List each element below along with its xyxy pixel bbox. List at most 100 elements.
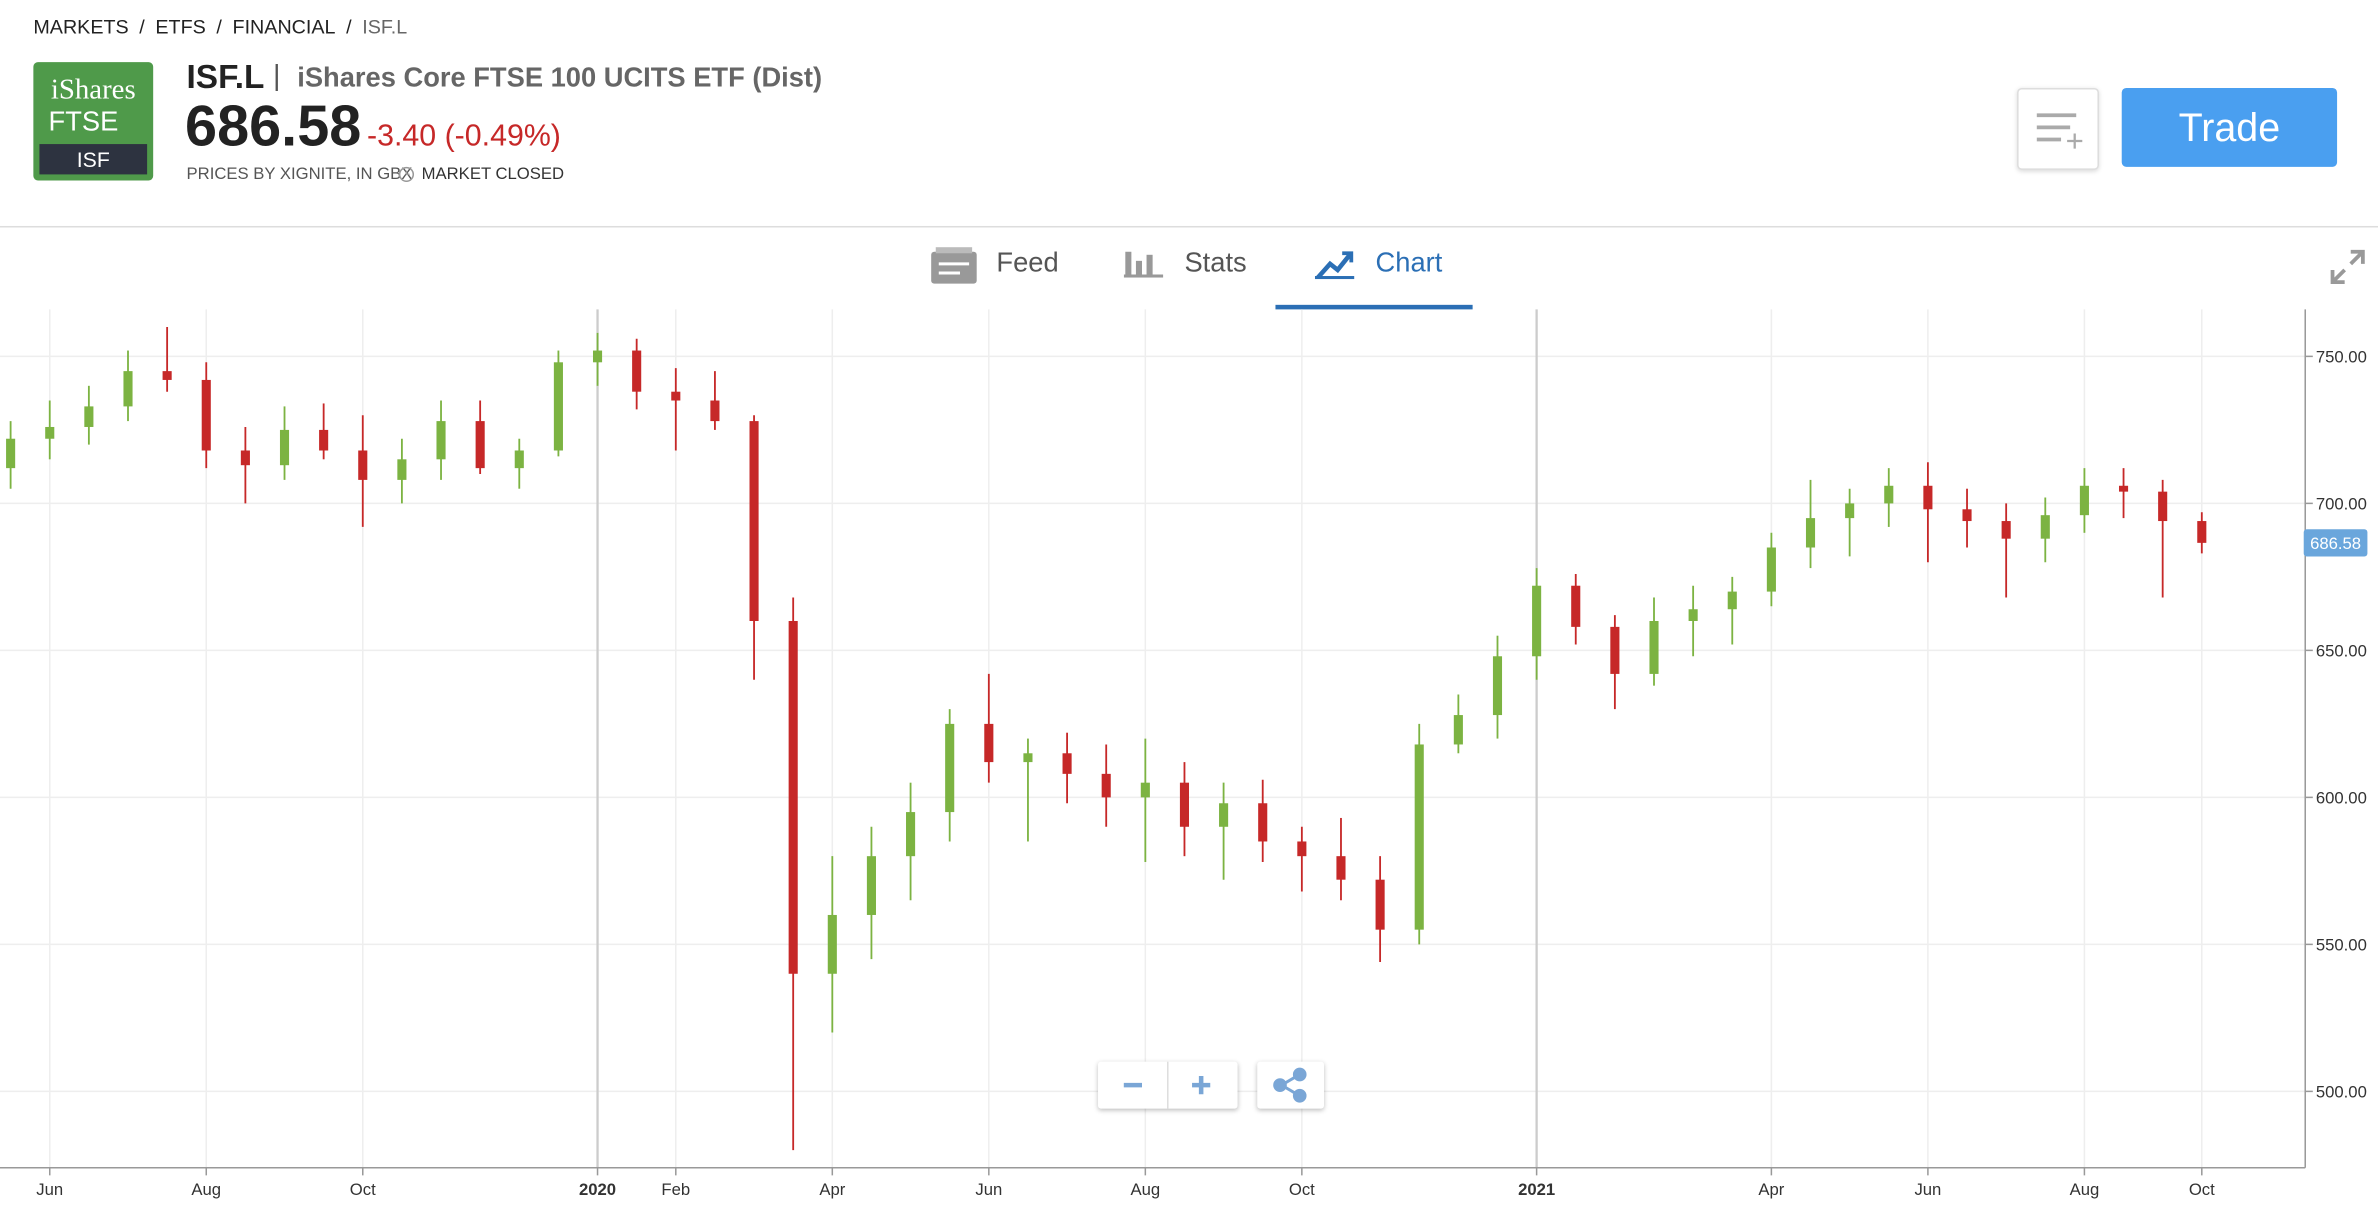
candle-body (45, 426, 55, 439)
candle-body (1179, 782, 1190, 827)
stats-icon (1123, 251, 1164, 278)
share-button[interactable] (1257, 1061, 1324, 1109)
x-tick-label: Apr (819, 1180, 845, 1199)
candle-body (2158, 491, 2168, 522)
candle-body (1688, 609, 1698, 621)
candle-body (827, 914, 837, 974)
tab-chart[interactable]: Chart (1375, 247, 1443, 278)
x-tick-label: Oct (1289, 1180, 1315, 1199)
y-tick-label: 700.00 (2316, 494, 2367, 513)
feed-icon (931, 247, 977, 284)
x-tick-label: Jun (36, 1180, 63, 1199)
candle-body (1532, 585, 1542, 657)
watchlist-button[interactable] (2017, 87, 2099, 170)
divider: | (272, 60, 281, 93)
y-tick-label: 650.00 (2316, 641, 2367, 660)
breadcrumb-separator: / (216, 15, 222, 38)
candle-body (1062, 753, 1072, 774)
candle-body (123, 371, 133, 407)
logo-text: iShares (50, 74, 136, 107)
market-status: MARKET CLOSED (421, 165, 565, 184)
x-tick-label: Aug (1131, 1180, 1161, 1199)
x-tick-label: Jun (975, 1180, 1002, 1199)
candle-body (866, 856, 876, 915)
candle-body (2040, 515, 2050, 539)
candle-body (1805, 518, 1816, 548)
candle-body (1414, 744, 1424, 930)
candle-body (358, 450, 368, 480)
breadcrumb-item[interactable]: MARKETS (33, 15, 129, 38)
divider-line (0, 225, 2378, 228)
watchlist-icon (2036, 113, 2083, 149)
zoom-controls (1098, 1061, 1238, 1109)
expand-icon[interactable] (2329, 249, 2365, 285)
y-tick-label: 500.00 (2316, 1082, 2367, 1101)
zoom-in[interactable] (1192, 1076, 1211, 1095)
candle-body (710, 400, 720, 422)
candle-body (592, 350, 603, 363)
last-price-label: 686.58 (2310, 534, 2361, 553)
candle-body (1884, 485, 1894, 504)
candle-body (1571, 585, 1581, 627)
clock-icon (398, 166, 415, 182)
x-tick-label: Aug (2070, 1180, 2100, 1199)
candle-body (1297, 841, 1307, 857)
candle-body (749, 421, 759, 621)
x-tick-label: Oct (2189, 1180, 2215, 1199)
breadcrumb-separator: / (139, 15, 145, 38)
breadcrumb-item[interactable]: FINANCIAL (232, 15, 336, 38)
tab-feed[interactable]: Feed (996, 247, 1059, 278)
x-tick-label: Apr (1758, 1180, 1784, 1199)
candle-body (240, 450, 250, 466)
candle-body (1962, 509, 1972, 522)
candle-body (397, 459, 407, 480)
candle-body (6, 438, 16, 469)
price-change: -3.40 (-0.49%) (367, 119, 561, 154)
y-tick-label: 750.00 (2316, 347, 2367, 366)
x-tick-label: Jun (1914, 1180, 1941, 1199)
logo-text: FTSE (48, 106, 119, 137)
candle-body (2118, 485, 2129, 492)
candle-body (1219, 803, 1229, 827)
candle-body (84, 406, 94, 427)
candle-body (788, 620, 798, 974)
x-tick-label: 2020 (579, 1180, 616, 1199)
candle-body (1492, 656, 1503, 716)
candle-body (1610, 626, 1620, 674)
candle-body (1140, 782, 1150, 798)
zoom-icons (1123, 1061, 1211, 1109)
price: 686.58 (185, 95, 362, 160)
candle-body (514, 450, 524, 469)
candle-body (1336, 856, 1346, 880)
trade-button[interactable]: Trade (2121, 87, 2338, 167)
candle-body (279, 429, 290, 466)
candle-body (1453, 715, 1463, 745)
last-price-box (2303, 529, 2368, 557)
candle-body (1258, 803, 1268, 842)
breadcrumb-item[interactable]: ETFS (155, 15, 206, 38)
x-tick-label: Feb (661, 1180, 690, 1199)
y-tick-label: 600.00 (2316, 788, 2367, 807)
candle-body (436, 421, 446, 460)
tab-stats[interactable]: Stats (1184, 247, 1247, 278)
candle-body (162, 371, 172, 380)
price-source: PRICES BY XIGNITE, IN GBX (186, 165, 413, 184)
candle-body (632, 350, 642, 392)
candle-body (2197, 521, 2207, 543)
x-tick-label: Aug (191, 1180, 221, 1199)
logo-code: ISF (39, 144, 148, 175)
candle-body (1649, 620, 1659, 674)
breadcrumb: MARKETS / ETFS / FINANCIAL / ISF.L (33, 15, 417, 38)
x-tick-label: Oct (350, 1180, 376, 1199)
candle-body (1101, 773, 1111, 798)
candle-body (553, 362, 563, 451)
ticker: ISF.L (186, 57, 265, 96)
tab-underline (1275, 304, 1473, 310)
x-tick-label: 2021 (1518, 1180, 1555, 1199)
y-tick-label: 550.00 (2316, 935, 2367, 954)
candle-body (2079, 485, 2089, 516)
breadcrumb-item[interactable]: ISF.L (362, 15, 408, 38)
chart-icon (1314, 251, 1355, 280)
